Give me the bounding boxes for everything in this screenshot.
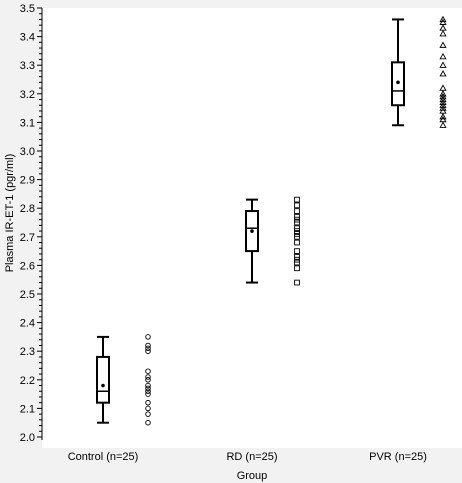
y-tick-label: 2.6 <box>20 260 35 272</box>
data-point <box>439 61 447 68</box>
data-point <box>439 90 447 97</box>
data-point <box>294 259 300 266</box>
data-point <box>145 334 151 340</box>
box-groups <box>96 15 447 426</box>
box-group <box>391 15 447 128</box>
data-point <box>294 248 300 254</box>
y-tick-label: 2.8 <box>20 203 35 215</box>
y-tick-label: 2.2 <box>20 375 35 387</box>
data-point <box>145 405 151 412</box>
data-point <box>145 348 151 354</box>
data-point <box>294 225 300 232</box>
data-point <box>145 411 151 417</box>
data-point <box>294 231 300 237</box>
x-tick-label: RD (n=25) <box>226 451 277 463</box>
data-point <box>294 253 300 260</box>
data-point <box>145 342 151 349</box>
data-point <box>294 265 300 272</box>
data-point <box>294 196 300 203</box>
y-axis-title: Plasma IR-ET-1 (pgr/ml) <box>4 154 16 273</box>
x-tick-label: Control (n=25) <box>68 451 139 463</box>
y-tick-label: 2.0 <box>20 432 35 444</box>
data-point <box>294 279 300 286</box>
data-point <box>439 41 447 48</box>
data-point <box>439 52 447 60</box>
data-point <box>439 70 447 77</box>
y-tick-label: 2.1 <box>20 403 35 415</box>
data-point <box>439 121 447 128</box>
data-point <box>439 24 447 31</box>
y-tick-label: 2.5 <box>20 289 35 301</box>
y-tick-label: 3.3 <box>20 60 35 72</box>
x-axis-ticks: Control (n=25) RD (n=25) PVR (n=25) <box>68 451 427 463</box>
data-point <box>145 385 151 392</box>
box-group <box>96 334 151 426</box>
x-axis-title: Group <box>237 470 268 482</box>
data-point <box>439 112 447 120</box>
data-point <box>294 219 300 226</box>
data-point <box>145 374 151 380</box>
data-point <box>145 399 151 406</box>
mean-marker <box>250 229 254 233</box>
y-tick-label: 3.5 <box>20 3 35 15</box>
box-group <box>245 196 300 286</box>
data-point <box>439 30 447 37</box>
mean-marker <box>101 383 105 388</box>
y-tick-label: 2.9 <box>20 175 35 187</box>
y-axis-ticks: 2.0 2.1 2.2 2.3 2.4 2.5 2.6 2.7 2.8 2.9 3.0 3.1 3.2 3… <box>20 3 42 444</box>
y-tick-label: 3.1 <box>20 117 35 129</box>
data-point <box>294 213 300 220</box>
data-point <box>439 84 447 91</box>
data-point <box>294 202 300 209</box>
y-tick-label: 2.4 <box>20 318 35 330</box>
y-tick-label: 3.4 <box>20 32 35 44</box>
data-point <box>145 377 151 383</box>
data-point <box>145 419 151 426</box>
y-tick-label: 3.2 <box>20 89 35 101</box>
data-point <box>294 233 300 240</box>
data-point <box>145 345 151 352</box>
data-point <box>294 228 300 234</box>
data-point <box>294 208 300 214</box>
x-tick-label: PVR (n=25) <box>369 451 427 463</box>
data-point <box>294 256 300 263</box>
y-tick-label: 2.3 <box>20 346 35 358</box>
y-tick-label: 3.0 <box>20 146 35 158</box>
data-point <box>145 382 151 389</box>
iqr-box <box>96 355 110 404</box>
mean-marker <box>396 80 400 85</box>
data-point <box>145 388 151 394</box>
data-point <box>145 368 151 374</box>
y-tick-label: 2.7 <box>20 232 35 244</box>
data-point <box>439 15 447 23</box>
data-point <box>145 391 151 397</box>
data-point <box>294 239 300 246</box>
data-point <box>294 216 300 223</box>
